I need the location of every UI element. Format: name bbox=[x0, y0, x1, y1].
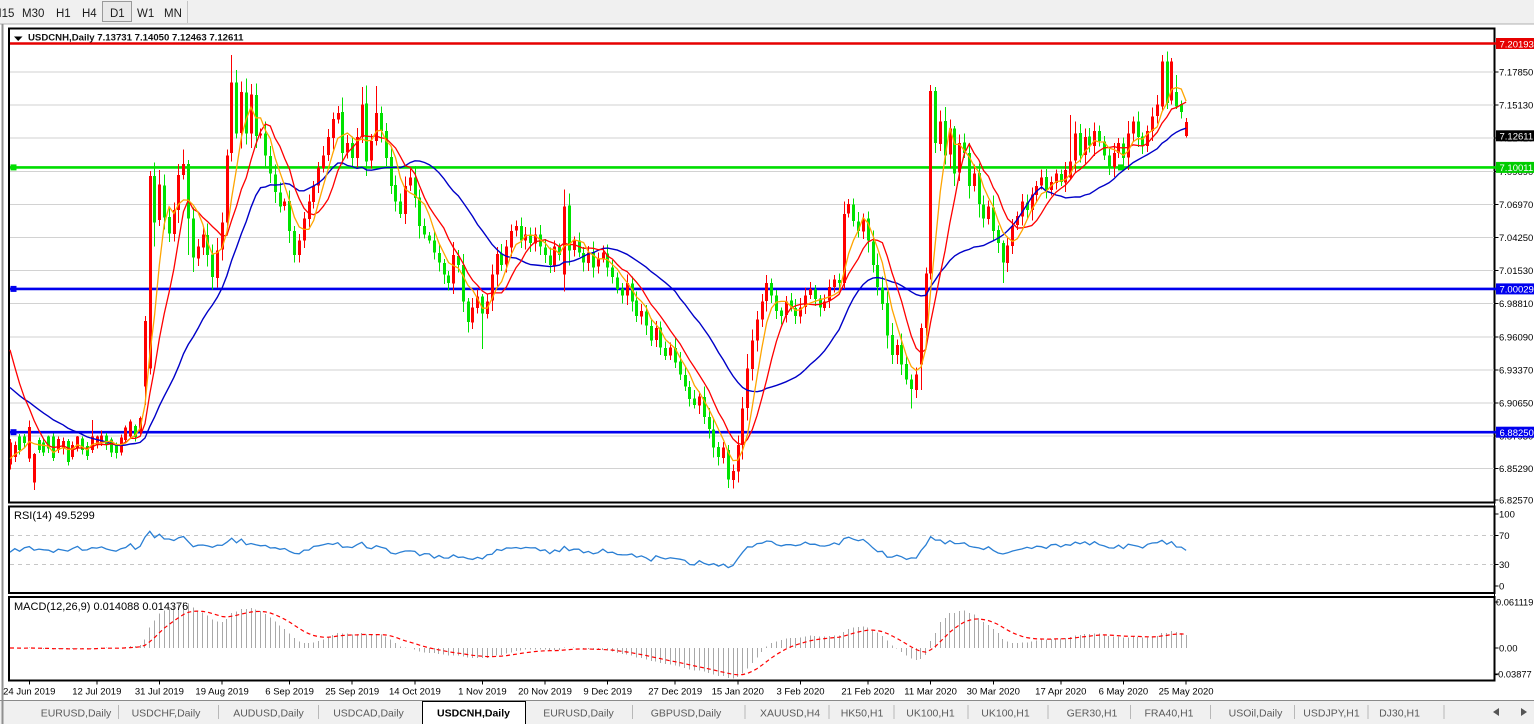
svg-text:M15: M15 bbox=[0, 8, 14, 20]
svg-text:3 Feb 2020: 3 Feb 2020 bbox=[776, 687, 824, 698]
svg-text:6 May 2020: 6 May 2020 bbox=[1099, 687, 1149, 698]
svg-text:6.90650: 6.90650 bbox=[1499, 399, 1533, 410]
svg-text:6.82570: 6.82570 bbox=[1499, 496, 1533, 507]
svg-text:GER30,H1: GER30,H1 bbox=[1067, 708, 1118, 720]
svg-text:USDCNH,Daily: USDCNH,Daily bbox=[437, 708, 510, 720]
svg-text:USDCAD,Daily: USDCAD,Daily bbox=[333, 708, 404, 720]
svg-text:FRA40,H1: FRA40,H1 bbox=[1144, 708, 1193, 720]
svg-text:H1: H1 bbox=[56, 8, 71, 20]
svg-text:7.06970: 7.06970 bbox=[1499, 200, 1533, 211]
svg-text:27 Dec 2019: 27 Dec 2019 bbox=[648, 687, 702, 698]
svg-text:7.20193: 7.20193 bbox=[1500, 39, 1534, 50]
svg-text:EURUSD,Daily: EURUSD,Daily bbox=[543, 708, 614, 720]
svg-text:MN: MN bbox=[164, 8, 182, 20]
svg-text:UK100,H1: UK100,H1 bbox=[906, 708, 955, 720]
svg-text:31 Jul 2019: 31 Jul 2019 bbox=[135, 687, 184, 698]
svg-text:USDCNH,Daily 7.13731 7.14050: USDCNH,Daily 7.13731 7.14050 7.12463 7.1… bbox=[28, 33, 244, 44]
svg-text:USOil,Daily: USOil,Daily bbox=[1229, 708, 1283, 720]
svg-text:30 Mar 2020: 30 Mar 2020 bbox=[967, 687, 1020, 698]
svg-text:0: 0 bbox=[1499, 582, 1504, 593]
svg-text:MACD(12,26,9) 0.014088 0.01437: MACD(12,26,9) 0.014088 0.014376 bbox=[14, 601, 188, 613]
svg-text:RSI(14) 49.5299: RSI(14) 49.5299 bbox=[14, 510, 95, 522]
svg-text:W1: W1 bbox=[137, 8, 154, 20]
svg-text:1 Nov 2019: 1 Nov 2019 bbox=[458, 687, 507, 698]
svg-text:25 Sep 2019: 25 Sep 2019 bbox=[325, 687, 379, 698]
svg-text:20 Nov 2019: 20 Nov 2019 bbox=[518, 687, 572, 698]
svg-text:7.04250: 7.04250 bbox=[1499, 233, 1533, 244]
svg-text:6.98810: 6.98810 bbox=[1499, 299, 1533, 310]
svg-text:15 Jan 2020: 15 Jan 2020 bbox=[712, 687, 764, 698]
svg-text:14 Oct 2019: 14 Oct 2019 bbox=[389, 687, 441, 698]
svg-text:70: 70 bbox=[1499, 531, 1510, 542]
svg-text:6 Sep 2019: 6 Sep 2019 bbox=[265, 687, 314, 698]
svg-text:M30: M30 bbox=[22, 8, 44, 20]
svg-text:11 Mar 2020: 11 Mar 2020 bbox=[904, 687, 957, 698]
svg-text:19 Aug 2019: 19 Aug 2019 bbox=[195, 687, 248, 698]
svg-text:AUDUSD,Daily: AUDUSD,Daily bbox=[233, 708, 304, 720]
svg-text:USDCHF,Daily: USDCHF,Daily bbox=[132, 708, 202, 720]
svg-text:7.15130: 7.15130 bbox=[1499, 101, 1533, 112]
svg-text:100: 100 bbox=[1499, 510, 1515, 521]
svg-text:6.88250: 6.88250 bbox=[1500, 428, 1534, 439]
svg-text:USDJPY,H1: USDJPY,H1 bbox=[1303, 708, 1360, 720]
svg-text:7.17850: 7.17850 bbox=[1499, 68, 1533, 79]
svg-text:7.12611: 7.12611 bbox=[1500, 132, 1534, 143]
svg-text:0.00: 0.00 bbox=[1499, 644, 1518, 655]
svg-text:-0.03877: -0.03877 bbox=[1495, 670, 1532, 680]
svg-text:DJ30,H1: DJ30,H1 bbox=[1379, 708, 1420, 720]
svg-text:24 Jun 2019: 24 Jun 2019 bbox=[3, 687, 55, 698]
svg-text:30: 30 bbox=[1499, 560, 1510, 571]
svg-text:17 Apr 2020: 17 Apr 2020 bbox=[1035, 687, 1086, 698]
svg-text:0.061119: 0.061119 bbox=[1496, 598, 1533, 608]
svg-text:HK50,H1: HK50,H1 bbox=[841, 708, 884, 720]
svg-text:25 May 2020: 25 May 2020 bbox=[1159, 687, 1214, 698]
svg-text:GBPUSD,Daily: GBPUSD,Daily bbox=[651, 708, 722, 720]
svg-text:UK100,H1: UK100,H1 bbox=[981, 708, 1030, 720]
svg-text:7.10011: 7.10011 bbox=[1500, 163, 1534, 174]
svg-text:6.93370: 6.93370 bbox=[1499, 365, 1533, 376]
svg-text:D1: D1 bbox=[110, 8, 125, 20]
svg-text:EURUSD,Daily: EURUSD,Daily bbox=[41, 708, 112, 720]
svg-text:12 Jul 2019: 12 Jul 2019 bbox=[72, 687, 121, 698]
svg-text:XAUUSD,H4: XAUUSD,H4 bbox=[760, 708, 820, 720]
svg-text:7.01530: 7.01530 bbox=[1499, 266, 1533, 277]
svg-text:21 Feb 2020: 21 Feb 2020 bbox=[841, 687, 894, 698]
svg-text:9 Dec 2019: 9 Dec 2019 bbox=[583, 687, 632, 698]
svg-text:7.00029: 7.00029 bbox=[1500, 285, 1534, 296]
svg-text:6.85290: 6.85290 bbox=[1499, 464, 1533, 475]
svg-text:6.96090: 6.96090 bbox=[1499, 332, 1533, 343]
svg-text:H4: H4 bbox=[82, 8, 97, 20]
